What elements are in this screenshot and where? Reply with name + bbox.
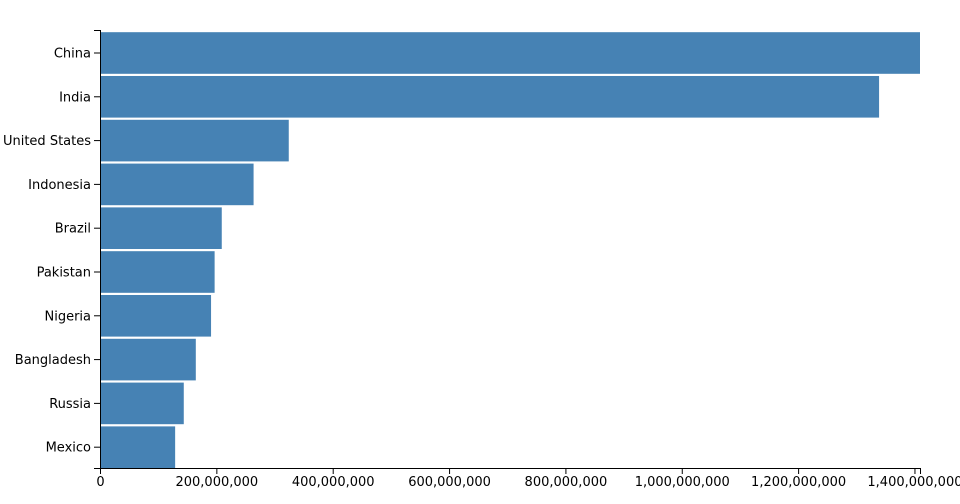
y-axis: China India United States Indonesia Brazil Pa…	[3, 30, 101, 469]
bar-russia	[100, 382, 184, 425]
y-tick-label-china: China	[54, 47, 91, 62]
bars-layer	[100, 32, 920, 468]
y-tick-label-mexico: Mexico	[46, 441, 91, 456]
bar-india	[100, 75, 880, 118]
y-axis-line	[94, 30, 101, 469]
y-tick-label-united-states: United States	[3, 134, 91, 149]
x-axis: 0 200,000,000 400,000,000 600,000,000 800,00…	[96, 468, 960, 490]
x-tick-label-5: 1,000,000,000	[635, 475, 730, 490]
y-tick-label-russia: Russia	[49, 397, 91, 412]
x-tick-label-6: 1,200,000,000	[751, 475, 846, 490]
x-tick-label-3: 600,000,000	[408, 475, 491, 490]
bar-bangladesh	[100, 338, 196, 381]
y-tick-label-nigeria: Nigeria	[44, 309, 91, 324]
y-tick-label-indonesia: Indonesia	[28, 178, 91, 193]
x-tick-label-1: 200,000,000	[175, 475, 258, 490]
bar-united-states	[100, 119, 289, 162]
x-axis-line	[100, 468, 921, 474]
x-tick-label-0: 0	[96, 475, 104, 490]
x-tick-label-4: 800,000,000	[525, 475, 608, 490]
bar-brazil	[100, 207, 222, 249]
y-tick-label-bangladesh: Bangladesh	[15, 353, 91, 368]
x-tick-label-7: 1,400,000,000	[867, 475, 960, 490]
y-tick-label-india: India	[59, 90, 91, 105]
bar-china	[100, 32, 920, 74]
bar-indonesia	[100, 163, 254, 206]
x-tick-label-2: 400,000,000	[292, 475, 375, 490]
y-tick-label-pakistan: Pakistan	[37, 266, 91, 281]
bar-pakistan	[100, 251, 215, 293]
bar-nigeria	[100, 294, 212, 337]
bar-mexico	[100, 426, 176, 468]
y-tick-label-brazil: Brazil	[55, 222, 91, 237]
